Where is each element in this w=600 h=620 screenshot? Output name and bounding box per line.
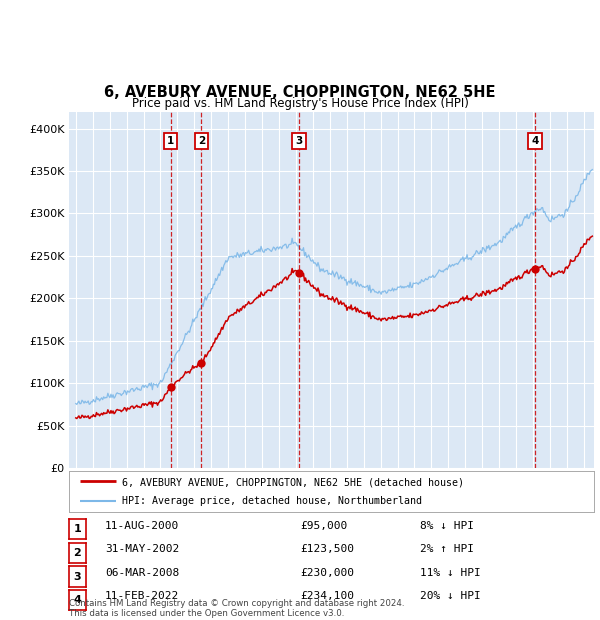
- Text: £234,100: £234,100: [300, 591, 354, 601]
- Text: 4: 4: [73, 595, 82, 605]
- Text: 3: 3: [295, 136, 302, 146]
- Text: 6, AVEBURY AVENUE, CHOPPINGTON, NE62 5HE (detached house): 6, AVEBURY AVENUE, CHOPPINGTON, NE62 5HE…: [121, 477, 464, 487]
- Text: 11% ↓ HPI: 11% ↓ HPI: [420, 568, 481, 578]
- Text: 06-MAR-2008: 06-MAR-2008: [105, 568, 179, 578]
- Text: 11-FEB-2022: 11-FEB-2022: [105, 591, 179, 601]
- Text: 2: 2: [74, 548, 81, 558]
- Text: 11-AUG-2000: 11-AUG-2000: [105, 521, 179, 531]
- Text: 4: 4: [532, 136, 539, 146]
- Text: HPI: Average price, detached house, Northumberland: HPI: Average price, detached house, Nort…: [121, 497, 421, 507]
- Text: 2% ↑ HPI: 2% ↑ HPI: [420, 544, 474, 554]
- Text: £123,500: £123,500: [300, 544, 354, 554]
- Text: 20% ↓ HPI: 20% ↓ HPI: [420, 591, 481, 601]
- Text: Price paid vs. HM Land Registry's House Price Index (HPI): Price paid vs. HM Land Registry's House …: [131, 97, 469, 110]
- Text: 1: 1: [167, 136, 174, 146]
- Text: £95,000: £95,000: [300, 521, 347, 531]
- Text: Contains HM Land Registry data © Crown copyright and database right 2024.
This d: Contains HM Land Registry data © Crown c…: [69, 599, 404, 618]
- Text: 8% ↓ HPI: 8% ↓ HPI: [420, 521, 474, 531]
- Text: 3: 3: [74, 572, 81, 582]
- Text: 1: 1: [74, 525, 81, 534]
- Text: £230,000: £230,000: [300, 568, 354, 578]
- Text: 2: 2: [198, 136, 205, 146]
- Text: 31-MAY-2002: 31-MAY-2002: [105, 544, 179, 554]
- Text: 6, AVEBURY AVENUE, CHOPPINGTON, NE62 5HE: 6, AVEBURY AVENUE, CHOPPINGTON, NE62 5HE: [104, 86, 496, 100]
